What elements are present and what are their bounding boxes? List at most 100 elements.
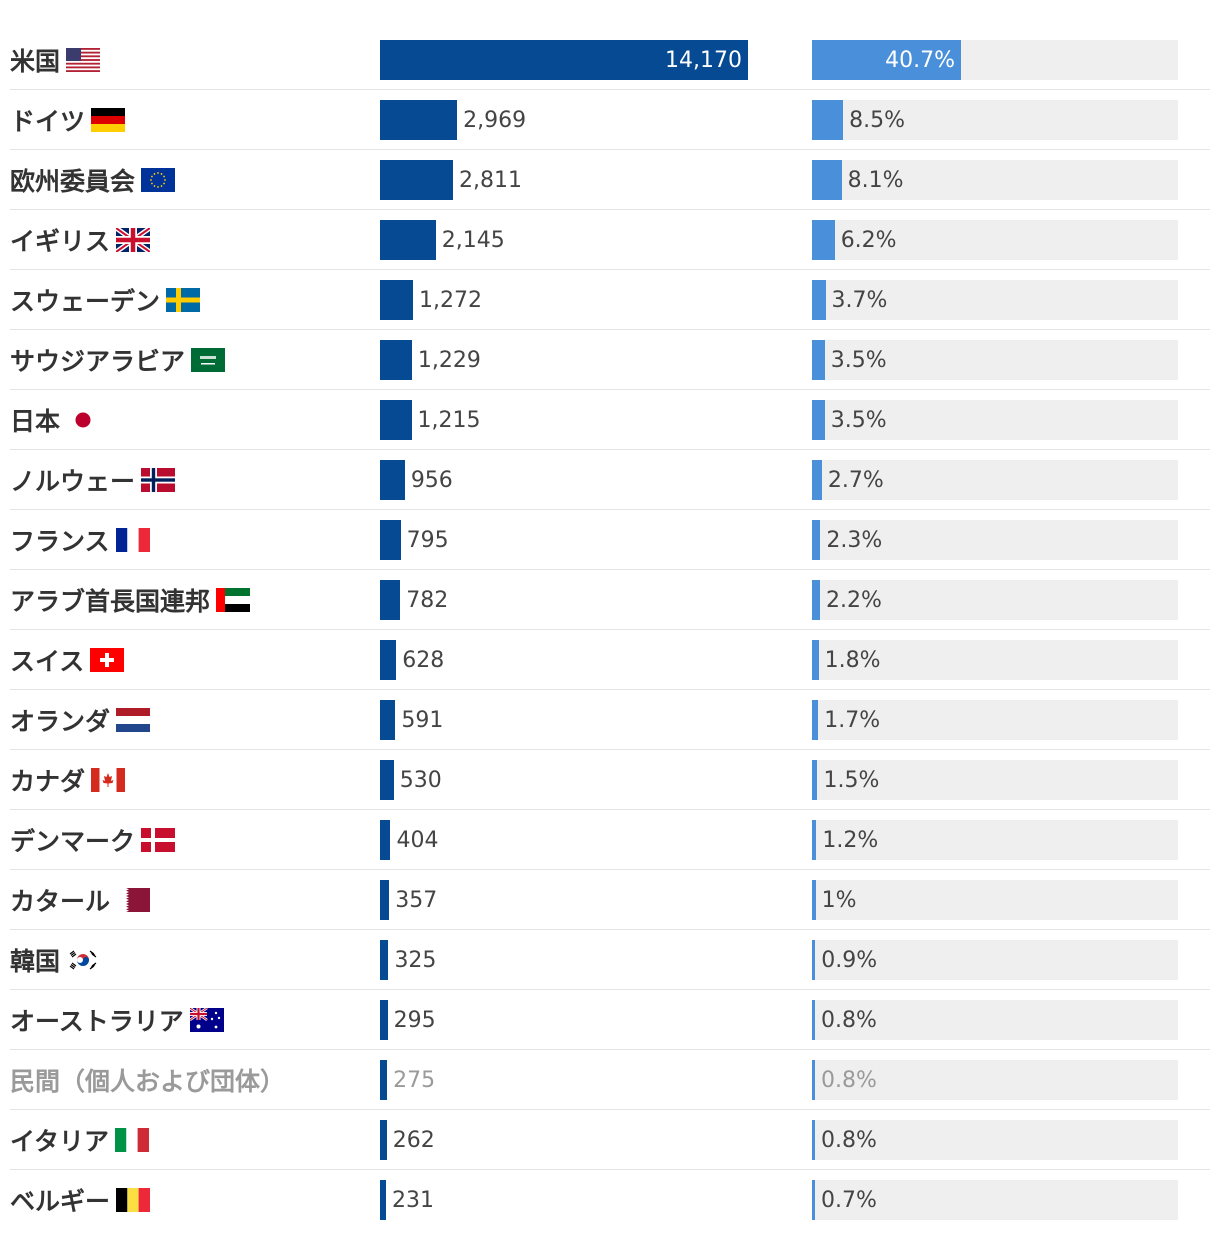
country-label: サウジアラビア (10, 330, 226, 390)
percent-bar-track: 0.9% (812, 940, 1178, 980)
value-bar (380, 400, 412, 440)
percent-label: 0.7% (821, 1188, 877, 1213)
country-label-text: イタリア (10, 1127, 110, 1156)
percent-bar (812, 760, 818, 800)
row-divider (10, 449, 1210, 450)
percent-bar-track: 1.7% (812, 700, 1178, 740)
value-label: 295 (393, 1008, 436, 1033)
value-bar-area: 262 (380, 1120, 748, 1160)
value-bar-area: 231 (380, 1180, 748, 1220)
percent-label: 1.5% (823, 768, 880, 793)
row-divider (10, 509, 1210, 510)
percent-bar (812, 400, 825, 440)
canada-flag-icon (91, 768, 126, 792)
value-bar (380, 1180, 386, 1220)
country-label: ノルウェー (10, 450, 176, 510)
row-divider (10, 89, 1210, 90)
value-label: 1,272 (419, 288, 483, 313)
value-label: 795 (406, 528, 449, 553)
country-label-text: オランダ (10, 707, 111, 736)
chart-row: 米国 14,170 40.7% (10, 30, 1210, 90)
chart-row: イギリス 2,145 6.2% (10, 210, 1210, 270)
chart-row: 欧州委員会 2,811 8.1% (10, 150, 1210, 210)
value-bar-area: 325 (380, 940, 748, 980)
eu-flag-icon (141, 168, 176, 192)
percent-label: 3.5% (830, 408, 887, 433)
percent-bar (812, 340, 825, 380)
country-label-text: カタール (10, 887, 111, 916)
uae-flag-icon (216, 588, 251, 612)
japan-flag-icon (66, 408, 101, 432)
value-bar-area: 404 (380, 820, 748, 860)
value-bar (380, 580, 401, 620)
row-divider (10, 869, 1210, 870)
percent-bar-track: 2.7% (812, 460, 1178, 500)
percent-bar-track: 2.2% (812, 580, 1178, 620)
percent-bar-track: 0.8% (812, 1000, 1178, 1040)
percent-bar-track: 3.5% (812, 340, 1178, 380)
percent-bar-track: 3.7% (812, 280, 1178, 320)
percent-bar-track: 1.2% (812, 820, 1178, 860)
chart-row: デンマーク 404 1.2% (10, 810, 1210, 870)
value-bar-area: 1,272 (380, 280, 748, 320)
country-label-text: 韓国 (10, 947, 61, 976)
value-bar (380, 100, 458, 140)
value-bar (380, 820, 391, 860)
value-bar-area: 530 (380, 760, 748, 800)
country-label: フランス (10, 510, 150, 570)
country-label-text: 欧州委員会 (10, 167, 136, 196)
chart-row: カタール 357 1% (10, 870, 1210, 930)
value-label: 782 (406, 588, 449, 613)
chart-row: 日本 1,215 3.5% (10, 390, 1210, 450)
country-label: 民間（個人および団体） (10, 1050, 285, 1110)
percent-bar-track: 6.2% (812, 220, 1178, 260)
value-bar-area: 2,969 (380, 100, 748, 140)
chart-row: ドイツ 2,969 8.5% (10, 90, 1210, 150)
denmark-flag-icon (141, 828, 176, 852)
country-label: 欧州委員会 (10, 150, 176, 210)
country-label-text: 米国 (10, 47, 61, 76)
usa-flag-icon (66, 48, 101, 72)
row-divider (10, 749, 1210, 750)
country-label-text: サウジアラビア (10, 347, 186, 376)
netherlands-flag-icon (116, 708, 151, 732)
percent-bar-track: 8.1% (812, 160, 1178, 200)
percent-bar-track: 1% (812, 880, 1178, 920)
value-bar (380, 1120, 387, 1160)
percent-label: 8.1% (847, 168, 904, 193)
country-label: イギリス (10, 210, 151, 270)
percent-label: 1.8% (824, 648, 881, 673)
percent-bar (812, 220, 835, 260)
france-flag-icon (115, 528, 150, 552)
row-divider (10, 989, 1210, 990)
value-bar (380, 940, 389, 980)
percent-label: 8.5% (849, 108, 906, 133)
row-divider (10, 689, 1210, 690)
percent-bar (812, 1000, 815, 1040)
value-label: 404 (396, 828, 439, 853)
country-label-text: 日本 (10, 407, 61, 436)
country-label-text: フランス (10, 527, 110, 556)
country-label-text: ノルウェー (10, 467, 136, 496)
value-bar-area: 295 (380, 1000, 748, 1040)
chart-row: カナダ 530 1.5% (10, 750, 1210, 810)
value-label: 628 (402, 648, 445, 673)
value-label: 956 (410, 468, 453, 493)
chart-row: 民間（個人および団体） 275 0.8% (10, 1050, 1210, 1110)
country-label: オランダ (10, 690, 151, 750)
value-bar (380, 520, 401, 560)
country-label-text: オーストラリア (10, 1007, 184, 1036)
value-bar-area: 357 (380, 880, 748, 920)
percent-bar (812, 880, 816, 920)
percent-bar (812, 100, 844, 140)
percent-label: 2.3% (826, 528, 883, 553)
percent-label: 0.9% (821, 948, 878, 973)
country-label: 韓国 (10, 930, 101, 990)
percent-bar-track: 1.8% (812, 640, 1178, 680)
value-bar-area: 795 (380, 520, 748, 560)
percent-bar (812, 820, 817, 860)
percent-bar-track: 8.5% (812, 100, 1178, 140)
percent-bar-track: 3.5% (812, 400, 1178, 440)
percent-bar (812, 520, 821, 560)
percent-bar-track: 2.3% (812, 520, 1178, 560)
